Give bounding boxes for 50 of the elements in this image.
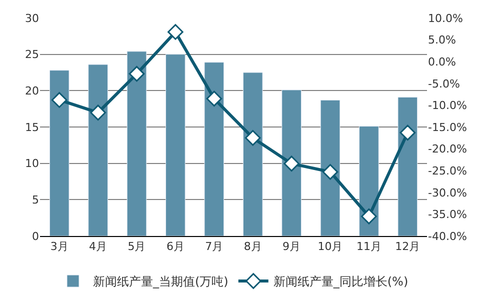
y2-tick-label: -15.0% <box>428 120 467 134</box>
y2-tick-label: -10.0% <box>428 99 467 112</box>
point <box>244 130 261 146</box>
y-tick-label: 5 <box>32 194 39 207</box>
point <box>128 66 145 82</box>
x-tick-label: 11月 <box>356 240 382 254</box>
bar <box>359 126 379 236</box>
bar <box>126 51 147 236</box>
y-tick-label: 0 <box>32 230 39 243</box>
bar <box>49 70 70 236</box>
bar <box>282 90 302 236</box>
point <box>284 156 300 172</box>
bar <box>320 100 340 236</box>
point <box>51 92 68 108</box>
bar <box>204 62 224 236</box>
x-tick-label: 5月 <box>128 240 146 254</box>
bar <box>242 72 263 236</box>
y2-tick-label: -35.0% <box>428 208 467 222</box>
x-tick-label: 12月 <box>395 240 420 254</box>
legend-label: 新闻纸产量_当期值(万吨) <box>93 274 228 289</box>
point <box>361 208 377 224</box>
x-tick-label: 9月 <box>282 240 301 254</box>
point <box>322 164 338 180</box>
y2-tick-label: -30.0% <box>428 186 467 200</box>
y-tick-label: 15 <box>25 120 39 134</box>
y2-tick-label: -40.0% <box>428 230 467 243</box>
y2-tick-label: 10.0% <box>428 12 463 25</box>
x-tick-label: 7月 <box>205 240 224 254</box>
y-tick-label: 30 <box>25 12 39 25</box>
y2-tick-label: -25.0% <box>428 164 467 178</box>
y-tick-label: 20 <box>25 84 39 98</box>
x-tick-label: 4月 <box>89 240 108 254</box>
point <box>90 104 106 121</box>
y2-tick-label: -20.0% <box>428 142 467 156</box>
x-tick-label: 3月 <box>50 240 68 254</box>
legend-label: 新闻纸产量_同比增长(%) <box>273 274 408 289</box>
point <box>400 124 416 141</box>
bar <box>398 96 418 236</box>
x-tick-label: 8月 <box>244 240 262 254</box>
y2-tick-label: 0.0% <box>428 55 456 68</box>
y2-tick-label: 5.0% <box>428 34 456 47</box>
x-tick-label: 10月 <box>318 240 343 254</box>
bar <box>166 54 186 236</box>
point <box>206 90 222 107</box>
y2-tick-label: -5.0% <box>428 77 460 90</box>
y-tick-label: 10 <box>25 157 39 170</box>
point <box>168 24 184 40</box>
bar <box>88 64 108 236</box>
y-tick-label: 25 <box>25 48 39 62</box>
x-tick-label: 6月 <box>166 240 184 254</box>
